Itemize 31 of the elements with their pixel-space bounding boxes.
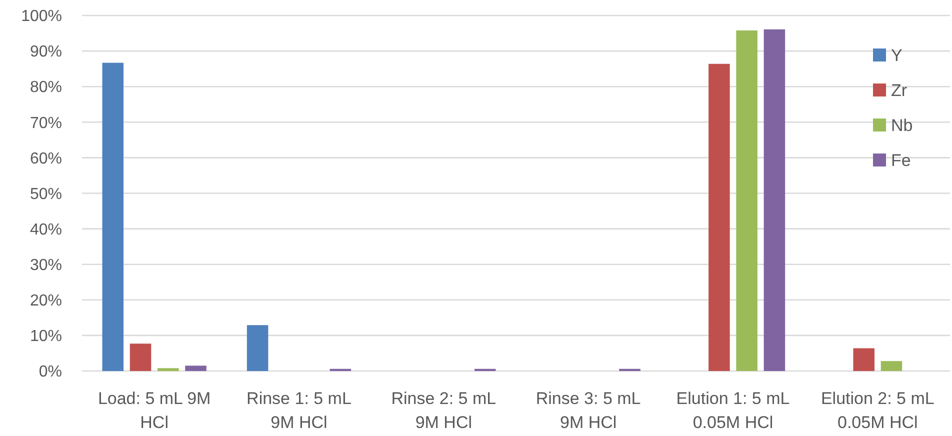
y-tick-label: 100% — [21, 8, 62, 26]
x-tick-label: Load: 5 mL 9M HCl — [98, 389, 211, 432]
bar — [185, 366, 206, 371]
y-tick-label: 60% — [30, 150, 62, 168]
bar — [764, 29, 786, 371]
y-tick-label: 90% — [30, 44, 62, 61]
y-tick-label: 10% — [30, 328, 62, 346]
legend-label: Nb — [891, 116, 913, 135]
bar — [246, 325, 268, 371]
y-tick-label: 30% — [30, 256, 62, 274]
y-tick-label: 80% — [30, 79, 62, 96]
bar — [708, 64, 730, 371]
bar — [880, 361, 902, 371]
y-tick-label: 0% — [38, 364, 62, 381]
x-tick-label: Rinse 1: 5 mL 9M HCl — [246, 389, 352, 432]
bar — [102, 62, 124, 371]
bar — [158, 368, 179, 371]
bar — [130, 344, 152, 371]
x-tick-label: Rinse 2: 5 mL 9M HCl — [391, 389, 496, 432]
bar — [736, 30, 758, 371]
bar — [853, 348, 874, 371]
x-tick-label: Rinse 3: 5 mL 9M HCl — [536, 389, 641, 432]
legend-label: Fe — [891, 150, 911, 170]
y-tick-label: 70% — [30, 114, 62, 132]
y-tick-label: 20% — [30, 292, 62, 310]
y-tick-label: 50% — [30, 186, 62, 203]
x-tick-label: Elution 1: 5 mL 0.05M HCl — [676, 389, 790, 432]
y-tick-label: 40% — [30, 221, 62, 238]
legend-label: Y — [891, 46, 902, 65]
legend-label: Zr — [891, 80, 908, 100]
x-tick-label: Elution 2: 5 mL 0.05M HCl — [820, 389, 934, 432]
